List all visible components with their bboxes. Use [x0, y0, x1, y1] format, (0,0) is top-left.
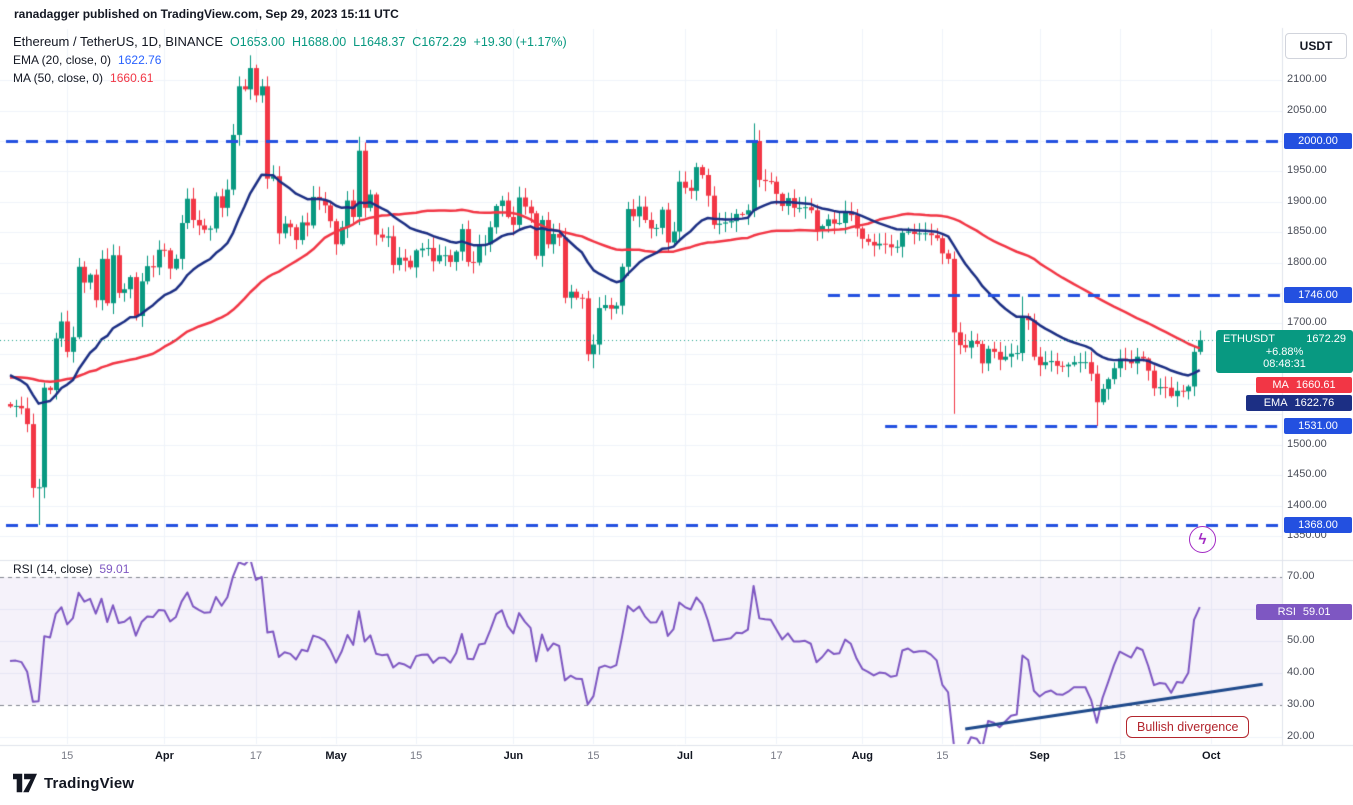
price-level-badge: 2000.00 [1284, 133, 1352, 149]
candle-countdown: 08:48:31 [1263, 358, 1306, 371]
time-label-month: May [325, 750, 347, 762]
ema-badge-label: EMA [1263, 397, 1288, 409]
ema-legend-label[interactable]: EMA (20, close, 0) [13, 53, 112, 67]
time-label-day: 15 [936, 750, 949, 762]
chart-legend: Ethereum / TetherUS, 1D, BINANCE O1653.0… [13, 32, 567, 87]
last-price-change: +6.88% [1265, 345, 1304, 358]
price-tick: 2100.00 [1287, 73, 1327, 86]
ohlc-low: L1648.37 [353, 34, 406, 49]
footer-brand[interactable]: TradingView [13, 773, 134, 793]
rsi-legend: RSI (14, close) 59.01 [13, 562, 129, 576]
price-tick: 1850.00 [1287, 225, 1327, 238]
time-label-month: Oct [1202, 750, 1221, 762]
ohlc-high: H1688.00 [291, 34, 347, 49]
time-label-month: Jul [677, 750, 693, 762]
price-tick: 1500.00 [1287, 437, 1327, 450]
price-tick: 1800.00 [1287, 255, 1327, 268]
ohlc-close: C1672.29 [412, 34, 467, 49]
ma-legend-value: 1660.61 [110, 71, 154, 85]
tradingview-logo-icon [13, 773, 37, 793]
price-level-badge: 1746.00 [1284, 287, 1352, 304]
price-tick: 1950.00 [1287, 164, 1327, 177]
price-tick: 1700.00 [1287, 316, 1327, 329]
rsi-tick: 20.00 [1287, 730, 1315, 742]
price-tick: 2050.00 [1287, 103, 1327, 116]
ema-axis-badge: EMA 1622.76 [1246, 395, 1352, 411]
ema-legend-value: 1622.76 [118, 53, 162, 67]
symbol-title[interactable]: Ethereum / TetherUS, 1D, BINANCE [13, 34, 224, 49]
footer-brand-text: TradingView [44, 774, 135, 792]
rsi-badge-label: RSI [1277, 606, 1296, 618]
rsi-tick: 30.00 [1287, 698, 1315, 710]
time-label-day: 17 [770, 750, 783, 762]
flash-icon[interactable]: ϟ [1189, 526, 1216, 553]
published-byline-bar: ranadagger published on TradingView.com,… [0, 0, 1353, 28]
rsi-badge-value: 59.01 [1302, 606, 1331, 618]
ma-legend-label[interactable]: MA (50, close, 0) [13, 71, 104, 85]
time-label-day: 15 [1113, 750, 1126, 762]
currency-usdt-button[interactable]: USDT [1285, 33, 1347, 59]
price-level-badge: 1531.00 [1284, 417, 1352, 434]
time-label-month: Aug [851, 750, 873, 762]
last-price-badge: ETHUSDT 1672.29 +6.88% 08:48:31 [1216, 330, 1353, 373]
time-label-day: 15 [61, 750, 74, 762]
ohlc-change: +19.30 (+1.17%) [473, 34, 567, 49]
time-label-month: Sep [1029, 750, 1050, 762]
time-label-day: 15 [587, 750, 600, 762]
rsi-axis-badge: RSI 59.01 [1256, 604, 1352, 620]
time-label-day: 15 [409, 750, 423, 762]
price-tick: 1450.00 [1287, 468, 1327, 481]
price-tick: 1900.00 [1287, 194, 1327, 207]
ma-badge-label: MA [1272, 379, 1289, 391]
ma-axis-badge: MA 1660.61 [1256, 377, 1352, 393]
ma-badge-value: 1660.61 [1295, 379, 1336, 391]
price-tick: 1400.00 [1287, 498, 1327, 511]
ema-badge-value: 1622.76 [1294, 397, 1335, 409]
published-byline: ranadagger published on TradingView.com,… [14, 7, 399, 21]
last-price-symbol: ETHUSDT [1223, 332, 1275, 345]
rsi-tick: 50.00 [1287, 634, 1315, 646]
price-level-badge: 1368.00 [1284, 517, 1352, 533]
ohlc-open: O1653.00 [230, 34, 285, 49]
time-label-day: 17 [249, 750, 263, 762]
rsi-tick: 40.00 [1287, 666, 1315, 678]
rsi-legend-value: 59.01 [99, 562, 130, 576]
rsi-legend-label[interactable]: RSI (14, close) [13, 562, 93, 576]
time-label-month: Jun [503, 750, 524, 762]
time-label-month: Apr [154, 750, 174, 762]
rsi-tick: 70.00 [1287, 570, 1315, 582]
last-price-value: 1672.29 [1306, 332, 1346, 345]
bullish-divergence-label: Bullish divergence [1126, 716, 1250, 738]
